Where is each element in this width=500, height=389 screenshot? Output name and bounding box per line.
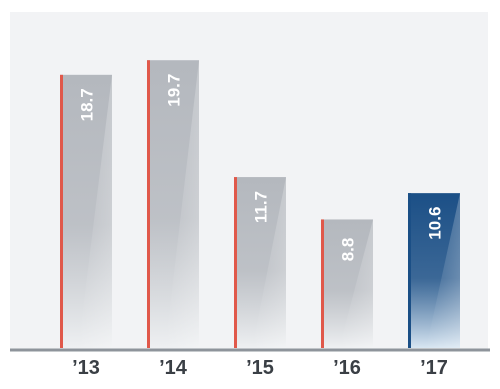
x-tick-label: ’13	[72, 357, 100, 379]
bar-1: 18.7	[60, 74, 112, 349]
bar-edge	[321, 219, 324, 348]
bar-value-label: 8.8	[338, 238, 357, 262]
bar-edge	[147, 60, 150, 349]
bar-edge	[60, 74, 63, 349]
bar-value-label: 18.7	[77, 88, 96, 121]
bar-value-label: 10.6	[425, 207, 444, 240]
bar-5: 10.6	[408, 193, 460, 348]
bar-facet	[78, 74, 112, 349]
bar-edge	[234, 177, 237, 348]
bar-2: 19.7	[147, 60, 199, 349]
bar-edge	[408, 193, 411, 348]
bar-4: 8.8	[321, 219, 373, 348]
x-tick-label: ’14	[159, 357, 188, 379]
x-tick-labels: ’13 ’14 ’15 ’16 ’17	[72, 357, 448, 379]
bar-facet	[426, 193, 460, 348]
bar-value-label: 11.7	[251, 191, 270, 223]
bar-facet	[165, 60, 199, 349]
x-tick-label: ’15	[246, 357, 274, 379]
bar-3: 11.7	[234, 177, 286, 348]
x-tick-label: ’17	[420, 357, 448, 379]
bar-value-label: 19.7	[164, 74, 183, 107]
bars-group: 18.7 19.7 11.7 8.8 10.6	[60, 60, 460, 349]
bar-facet	[339, 219, 373, 348]
x-tick-label: ’16	[333, 357, 361, 379]
bar-facet	[252, 177, 286, 348]
